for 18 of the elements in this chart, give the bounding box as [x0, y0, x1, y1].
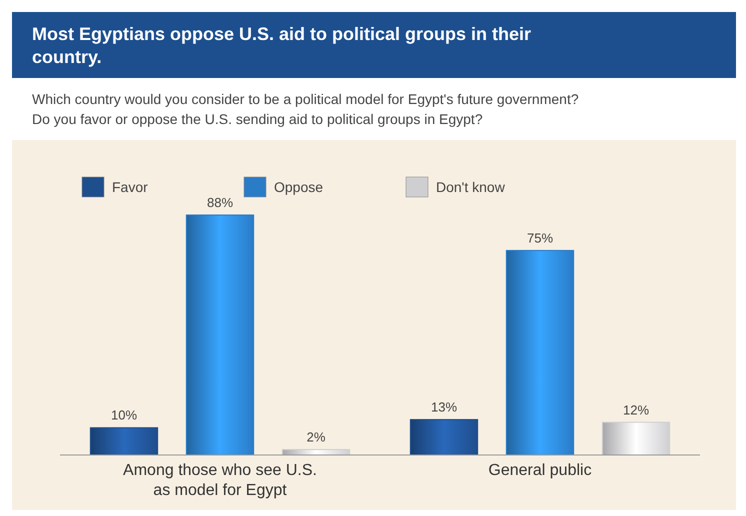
data-label: 2%	[306, 430, 326, 445]
legend-label: Oppose	[274, 179, 324, 195]
legend-label: Don't know	[436, 179, 506, 195]
chart-title: Most Egyptians oppose U.S. aid to political groups in their country.	[32, 24, 532, 67]
data-label: 12%	[622, 402, 650, 418]
legend-label: Favor	[112, 179, 148, 195]
bar	[410, 419, 478, 456]
bar	[186, 214, 254, 456]
data-label: 88%	[206, 195, 234, 210]
x-tick-label: Among those who see U.S. as model for Egypt	[123, 462, 317, 499]
chart-subtitle: Which country would you consider to be a political model for Egypt's future government? Do you favor or oppose the U.S. sending aid to political groups in Egypt?	[32, 91, 579, 127]
bar	[602, 422, 670, 456]
bar	[90, 427, 158, 456]
bar	[506, 250, 574, 456]
x-tick-label: General public	[488, 462, 592, 479]
data-label: 10%	[110, 408, 138, 423]
data-label: 13%	[430, 400, 458, 415]
data-label: 75%	[526, 230, 554, 246]
